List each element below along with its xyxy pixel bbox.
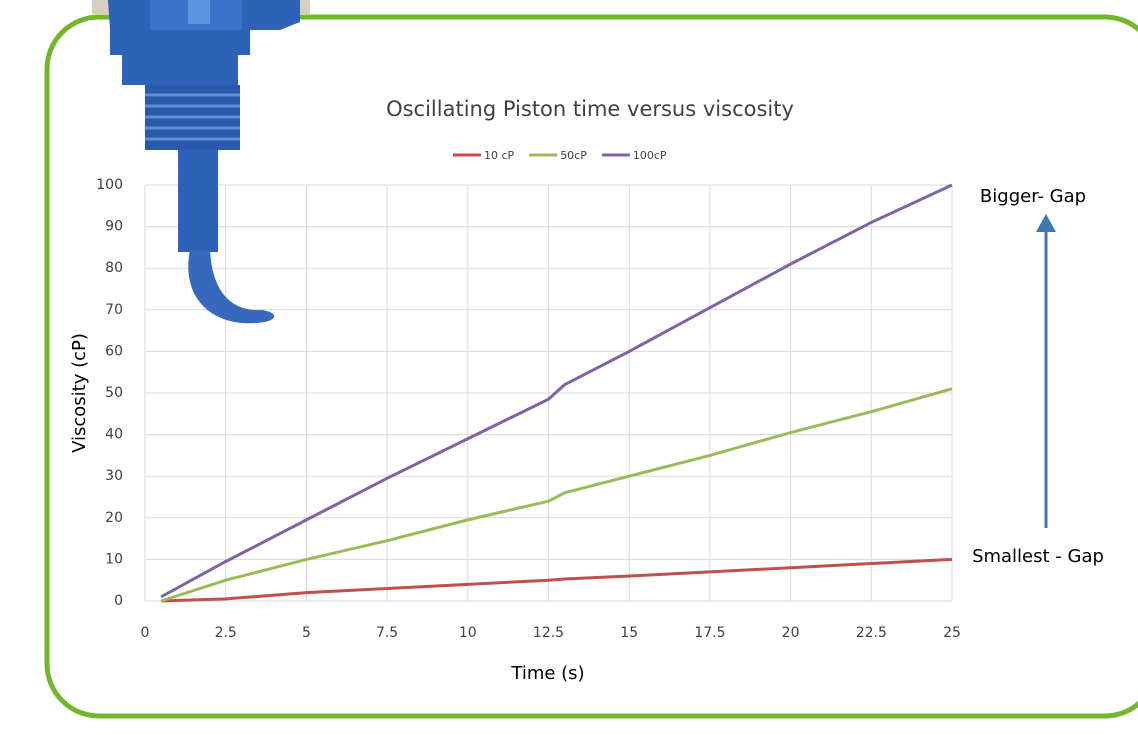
- x-tick-label: 5: [302, 625, 311, 641]
- chart: Oscillating Piston time versus viscosity…: [0, 0, 1138, 731]
- x-tick-label: 20: [782, 625, 800, 641]
- x-tick-label: 22.5: [856, 625, 887, 641]
- legend-label: 100cP: [633, 149, 667, 162]
- chart-title: Oscillating Piston time versus viscosity: [386, 97, 794, 121]
- x-tick-label: 0: [141, 625, 150, 641]
- y-tick-label: 20: [105, 510, 123, 526]
- x-axis-title: Time (s): [510, 663, 584, 684]
- y-tick-label: 10: [105, 551, 123, 567]
- annotation-top: Bigger- Gap: [980, 186, 1086, 207]
- legend: 10 cP 50cP 100cP: [453, 149, 667, 162]
- y-tick-label: 100: [96, 177, 123, 193]
- legend-label: 10 cP: [484, 149, 515, 162]
- x-tick-label: 25: [943, 625, 961, 641]
- y-tick-label: 80: [105, 260, 123, 276]
- y-tick-label: 50: [105, 385, 123, 401]
- x-tick-label: 2.5: [215, 625, 237, 641]
- x-tick-label: 10: [459, 625, 477, 641]
- x-tick-label: 17.5: [694, 625, 725, 641]
- legend-label: 50cP: [560, 149, 587, 162]
- y-axis-title: Viscosity (cP): [69, 333, 90, 453]
- y-tick-label: 60: [105, 343, 123, 359]
- x-tick-label: 15: [620, 625, 638, 641]
- x-tick-label: 12.5: [533, 625, 564, 641]
- y-tick-label: 40: [105, 427, 123, 443]
- x-tick-label: 7.5: [376, 625, 398, 641]
- y-tick-label: 30: [105, 468, 123, 484]
- y-tick-label: 70: [105, 302, 123, 318]
- annotation-bottom: Smallest - Gap: [972, 546, 1104, 567]
- y-tick-label: 0: [114, 593, 123, 609]
- y-tick-label: 90: [105, 219, 123, 235]
